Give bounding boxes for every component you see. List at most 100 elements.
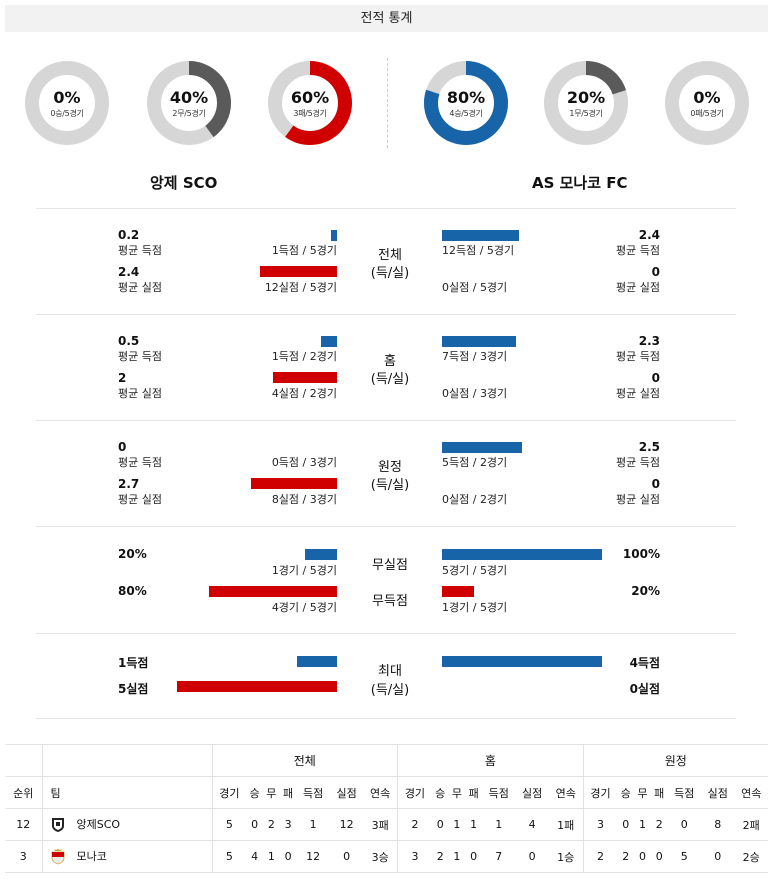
team-name: 앙제SCO: [76, 818, 121, 831]
away-failed-to-score-pct: 20%: [631, 584, 660, 598]
standings-table: 전체 홈 원정 순위 팀 경기 승 무 패 득점 실점 연속 경기 승 무 패 득점 실점 연속 경기 승 무 패 득점 실점 연…: [5, 744, 768, 873]
col-header: 연속: [734, 776, 768, 809]
stat-cell: 0: [617, 808, 635, 841]
stat-cell: 1: [448, 840, 466, 873]
home-avg-conceded: 2.7: [118, 477, 140, 491]
away-scored-bar: [442, 442, 522, 453]
stat-cell: 1: [465, 808, 482, 841]
section-title: 전적 통계: [360, 11, 413, 26]
away-avg-scored-label: 평균 득점: [616, 244, 660, 257]
away-scored-detail: 5득점 / 2경기: [442, 456, 508, 469]
home-conceded-bar: [273, 372, 337, 383]
home-max-conceded-bar: [177, 681, 337, 692]
divider: [36, 718, 736, 719]
away-max-scored: 4득점: [629, 656, 660, 670]
stat-cell: 0: [650, 840, 668, 873]
record-donut: 60% 3패/5경기: [267, 60, 353, 146]
col-header: 득점: [481, 776, 516, 809]
col-header: 무: [262, 776, 280, 809]
stat-cell: 2: [397, 808, 432, 841]
table-row: 12 앙제SCO 5 0 2 3 1 12 3패 2 0 1 1 1 4 1패 3 0 1 2 0 8 2패: [5, 808, 768, 841]
monaco-logo-icon: [51, 849, 64, 865]
record-donut: 40% 2무/5경기: [146, 60, 232, 146]
away-avg-conceded-label: 평균 실점: [616, 281, 660, 294]
angers-logo-icon: [51, 818, 64, 832]
stat-cell: 7: [481, 840, 516, 873]
table-row: 3 모나코 5 4 1 0 12 0 3승 3 2 1 0 7 0 1승 2 2 0 0 5 0 2승: [5, 840, 768, 873]
home-scored-bar: [321, 336, 337, 347]
home-avg-conceded: 2.4: [118, 265, 140, 279]
stat-cell: 0: [634, 840, 651, 873]
donut-percent: 60%: [290, 88, 330, 107]
donut-detail: 3패/5경기: [293, 109, 327, 118]
stat-cell: 0: [515, 840, 549, 873]
away-avg-conceded-label: 평균 실점: [616, 387, 660, 400]
stat-cell: 2: [431, 840, 449, 873]
home-avg-scored: 0: [118, 440, 127, 454]
home-avg-scored-label: 평균 득점: [118, 456, 162, 469]
stat-cell: 5: [667, 840, 701, 873]
home-avg-scored-label: 평균 득점: [118, 350, 162, 363]
stat-cell: 2: [650, 808, 668, 841]
home-max-scored: 1득점: [118, 656, 149, 670]
stat-cell: 1패: [548, 808, 584, 841]
col-header: 승: [431, 776, 449, 809]
stat-cell: 0: [279, 840, 297, 873]
group-header: 홈: [397, 744, 584, 777]
blank-cell: [5, 744, 43, 777]
col-header: 무: [448, 776, 466, 809]
stat-cell: 4: [515, 808, 549, 841]
donut-detail: 0승/5경기: [50, 109, 84, 118]
blank-cell: [42, 744, 213, 777]
away-avg-conceded: 0: [651, 265, 660, 279]
stat-cell: 2: [262, 808, 280, 841]
col-header: 패: [650, 776, 668, 809]
home-avg-conceded: 2: [118, 371, 127, 385]
divider: [36, 208, 736, 209]
col-header: 실점: [700, 776, 735, 809]
section-label: 전체: [378, 248, 402, 263]
group-header: 원정: [583, 744, 768, 777]
stat-cell: 5: [212, 808, 247, 841]
away-avg-scored: 2.4: [638, 228, 660, 242]
home-avg-conceded-label: 평균 실점: [118, 281, 162, 294]
away-max-conceded: 0실점: [629, 682, 660, 696]
home-max-conceded: 5실점: [118, 682, 149, 696]
col-header: 승: [617, 776, 635, 809]
stat-cell: 8: [700, 808, 735, 841]
divider: [36, 420, 736, 421]
home-scored-bar: [331, 230, 337, 241]
away-avg-scored-label: 평균 득점: [616, 456, 660, 469]
section-header: 전적 통계: [5, 5, 768, 32]
donut-detail: 0패/5경기: [690, 109, 724, 118]
col-header: 패: [279, 776, 297, 809]
donut-percent: 40%: [169, 88, 209, 107]
home-avg-scored-label: 평균 득점: [118, 244, 162, 257]
rank-cell: 12: [5, 808, 43, 841]
stat-cell: 0: [465, 840, 482, 873]
home-avg-conceded-label: 평균 실점: [118, 493, 162, 506]
col-header: 연속: [548, 776, 584, 809]
section-sublabel: (득/실): [370, 478, 410, 493]
donut-arc: [147, 61, 231, 145]
col-header: 패: [465, 776, 482, 809]
donut-percent: 0%: [693, 88, 721, 107]
stat-cell: 1: [262, 840, 280, 873]
stat-cell: 2승: [734, 840, 768, 873]
home-avg-scored: 0.2: [118, 228, 140, 242]
away-avg-scored: 2.5: [638, 440, 660, 454]
stat-cell: 0: [246, 808, 263, 841]
col-header: 연속: [363, 776, 399, 809]
col-header: 경기: [397, 776, 432, 809]
stat-cell: 1: [448, 808, 466, 841]
donut-percent: 20%: [566, 88, 606, 107]
away-cleansheet-detail: 5경기 / 5경기: [442, 564, 508, 577]
stat-cell: 1: [481, 808, 516, 841]
donut-percent: 80%: [446, 88, 486, 107]
stat-cell: 2: [583, 840, 618, 873]
stat-cell: 4: [246, 840, 263, 873]
stat-cell: 1: [296, 808, 330, 841]
away-avg-scored-label: 평균 득점: [616, 350, 660, 363]
home-cleansheet-bar: [305, 549, 337, 560]
divider: [36, 526, 736, 527]
